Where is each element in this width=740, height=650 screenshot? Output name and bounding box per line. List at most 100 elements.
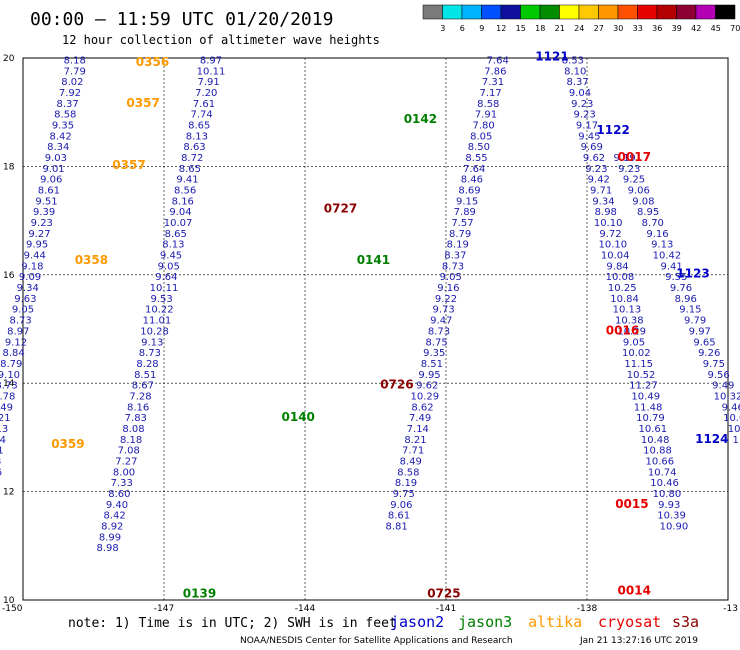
wave-height-value: 8.10 (564, 66, 586, 77)
wave-height-value: 11.48 (634, 402, 663, 413)
wave-height-value: 9.34 (17, 283, 39, 294)
wave-height-value: 10.10 (599, 240, 628, 251)
pass-number-label: 0725 (427, 586, 460, 600)
map-subtitle: 12 hour collection of altimeter wave hei… (62, 33, 380, 47)
longitude-tick-label: -13 (723, 604, 738, 614)
wave-height-value: 7.91 (198, 77, 220, 88)
color-scale-label: 27 (594, 24, 604, 33)
wave-height-value: 9.75 (393, 489, 415, 500)
wave-height-value: 9.64 (155, 272, 177, 283)
map-title: 00:00 – 11:59 UTC 01/20/2019 (30, 9, 333, 30)
wave-height-value: 9.26 (698, 348, 720, 359)
wave-height-value: 10.10 (594, 218, 623, 229)
wave-height-value: 8.73 (442, 261, 464, 272)
color-scale-label: 33 (633, 24, 643, 33)
wave-height-value: 7.64 (487, 55, 509, 66)
satellite-track: 8.9710.117.917.207.617.748.658.138.638.7… (96, 55, 225, 554)
wave-height-value: 9.93 (658, 500, 680, 511)
wave-height-value: 8.84 (2, 348, 24, 359)
wave-height-value: 9.10 (0, 370, 20, 381)
wave-height-value: 9.53 (151, 294, 173, 305)
wave-height-value: 8.34 (47, 142, 69, 153)
wave-height-value: 10.38 (615, 316, 644, 327)
wave-height-value: 7.89 (454, 207, 476, 218)
longitude-tick-label: -144 (295, 604, 316, 614)
wave-height-value: 8.81 (386, 522, 408, 533)
wave-height-value: 9.69 (581, 142, 603, 153)
wave-height-value: 8.21 (404, 435, 426, 446)
wave-height-value: 8.16 (172, 196, 194, 207)
wave-height-value: 9.06 (40, 175, 62, 186)
wave-height-value: 9.23 (585, 164, 607, 175)
wave-height-value: 8.61 (388, 511, 410, 522)
longitude-tick-label: -138 (577, 604, 598, 614)
wave-height-value: 9.21 (0, 413, 11, 424)
wave-height-value: 9.71 (0, 446, 4, 457)
pass-number-label: 1123 (676, 267, 709, 281)
wave-height-value: 8.05 (470, 131, 492, 142)
wave-height-value: 9.39 (33, 207, 55, 218)
wave-height-value: 8.63 (183, 142, 205, 153)
wave-height-value: 8.02 (61, 77, 83, 88)
color-scale-label: 3 (440, 24, 445, 33)
wave-height-value: 10.46 (650, 478, 679, 489)
wave-height-value: 7.83 (125, 413, 147, 424)
wave-height-value: 9.05 (158, 261, 180, 272)
pass-labels: 0356 0357 0357 0358 0359 0142 0141 0140 0139 0727… (51, 50, 728, 601)
wave-height-value: 10.49 (631, 391, 660, 402)
wave-height-value: 8.18 (120, 435, 142, 446)
wave-height-value: 8.79 (0, 359, 22, 370)
wave-height-value: 8.53 (562, 55, 584, 66)
wave-height-value: 8.78 (0, 391, 15, 402)
color-scale-label: 39 (672, 24, 682, 33)
wave-height-value: 10.11 (150, 283, 179, 294)
wave-height-value: 8.61 (38, 186, 60, 197)
wave-height-value: 9.23 (574, 110, 596, 121)
color-scale-swatch (481, 4, 502, 20)
wave-height-value: 8.16 (127, 402, 149, 413)
color-scale-label: 15 (516, 24, 526, 33)
wave-height-value: 9.97 (689, 326, 711, 337)
map-frame (22, 57, 729, 601)
satellite-track: 9.199.239.259.069.088.958.709.169.1310.4… (613, 153, 740, 446)
wave-height-value: 7.86 (484, 66, 506, 77)
pass-number-label: 0358 (75, 253, 108, 267)
satellite-track: 8.187.798.027.928.378.589.358.428.349.03… (0, 55, 86, 478)
wave-height-value: 9.23 (31, 218, 53, 229)
color-scale-label: 9 (479, 24, 484, 33)
wave-height-value: 10.25 (608, 283, 637, 294)
wave-height-value: 8.18 (64, 55, 86, 66)
wave-height-value: 8.95 (637, 207, 659, 218)
pass-number-label: 0359 (51, 437, 84, 451)
wave-height-value: 9.35 (423, 348, 445, 359)
wave-height-value: 8.19 (447, 240, 469, 251)
wave-height-value: 8.73 (0, 381, 18, 392)
wave-height-value: 9.45 (578, 131, 600, 142)
wave-height-value: 9.76 (670, 283, 692, 294)
pass-number-label: 0357 (112, 158, 145, 172)
wave-height-value: 10.29 (617, 326, 646, 337)
wave-height-value: 10.22 (145, 305, 174, 316)
wave-height-value: 8.55 (465, 153, 487, 164)
color-scale-swatch (520, 4, 541, 20)
wave-height-value: 10.04 (601, 251, 630, 262)
wave-height-value: 9.73 (433, 305, 455, 316)
wave-height-value: 9.95 (26, 240, 48, 251)
wave-height-value: 9.27 (28, 229, 50, 240)
generated-timestamp: Jan 21 13:27:16 UTC 2019 (579, 636, 698, 646)
wave-height-value: 9.23 (571, 99, 593, 110)
wave-height-value: 9.13 (0, 424, 8, 435)
pass-number-label: 0727 (324, 201, 357, 215)
wave-height-value: 9.25 (623, 175, 645, 186)
wave-height-value: 9.05 (440, 272, 462, 283)
graticule (23, 58, 728, 600)
pass-number-label: 0015 (615, 497, 648, 511)
latitude-tick-label: 14 (3, 379, 15, 389)
wave-height-value: 7.92 (59, 88, 81, 99)
satellite-track: 8.538.108.379.049.239.239.179.459.699.62… (562, 55, 689, 532)
pass-number-label: 1122 (596, 123, 629, 137)
color-scale-label: 6 (460, 24, 465, 33)
wave-height-value: 10.32 (714, 391, 740, 402)
